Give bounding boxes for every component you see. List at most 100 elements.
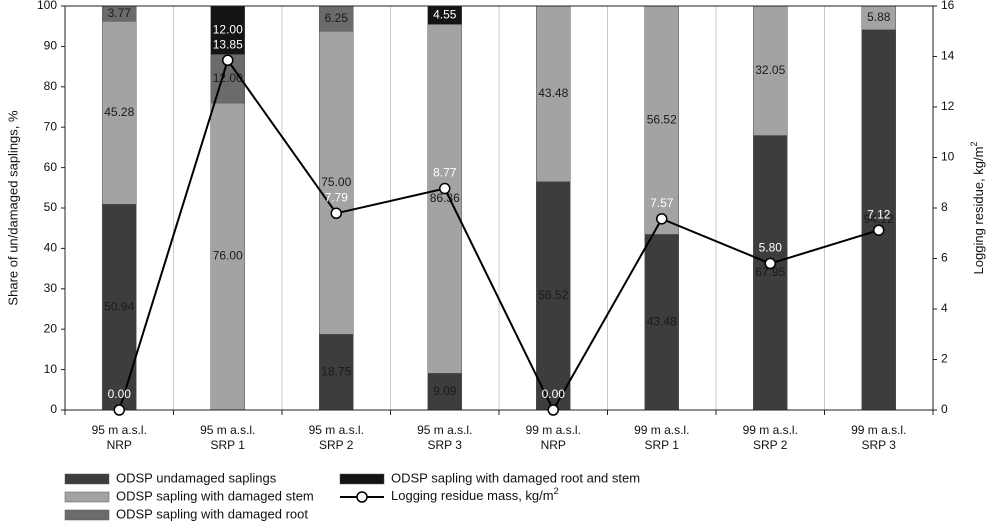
x-category-label-line2: SRP 2 (753, 438, 788, 452)
logging-residue-value-label: 0.00 (542, 387, 566, 401)
x-category-label-line1: 99 m a.s.l. (743, 423, 798, 437)
logging-residue-line (118, 58, 880, 413)
logging-residue-value-label: 13.85 (213, 37, 243, 51)
logging-residue-value-label: 5.80 (759, 241, 783, 255)
legend-label: ODSP sapling with damaged root (116, 506, 308, 521)
y-tick-label: 20 (44, 321, 58, 335)
bar-value-label: 67.95 (755, 265, 785, 279)
y-tick-label: 40 (44, 241, 58, 255)
legend-swatch (64, 491, 110, 503)
x-category-label-line1: 99 m a.s.l. (526, 423, 581, 437)
x-category-label-line1: 95 m a.s.l. (200, 423, 255, 437)
logging-residue-point (656, 213, 668, 225)
legend-label-line-sup: 2 (554, 486, 559, 496)
bar-segment (319, 334, 354, 411)
logging-residue-value-label: 8.77 (433, 166, 457, 180)
bar-value-label: 4.55 (433, 7, 457, 21)
y-tick-label: 70 (44, 119, 58, 133)
y2-tick-label: 12 (941, 99, 955, 113)
bar-segment (210, 5, 245, 55)
bar-segment (536, 5, 571, 182)
legend-label: ODSP undamaged saplings (116, 470, 277, 485)
bar-value-label: 45.28 (104, 105, 134, 119)
logging-residue-point (222, 54, 234, 67)
logging-residue-point (439, 182, 451, 195)
bar-value-label: 56.52 (647, 112, 677, 126)
legend-line-marker (356, 491, 368, 503)
bar-value-label: 6.25 (325, 11, 349, 25)
bar-segment (427, 24, 462, 374)
bar-segment (753, 135, 788, 411)
logging-residue-point (113, 404, 125, 416)
logging-residue-point (873, 224, 885, 236)
logging-residue-value-label: 7.57 (650, 196, 674, 210)
logging-residue-point (330, 207, 342, 220)
logging-residue-point (764, 257, 776, 270)
legend-swatch (64, 509, 110, 521)
x-category-label-line2: SRP 1 (211, 438, 246, 452)
y2-tick-label: 8 (941, 200, 948, 214)
y2-tick-label: 16 (941, 0, 955, 12)
bar-segment (644, 5, 679, 235)
bar-value-label: 76.00 (213, 249, 243, 263)
y-tick-label: 50 (44, 200, 58, 214)
bar-segment (427, 373, 462, 411)
y-tick-label: 60 (44, 160, 58, 174)
y-tick-label: 80 (44, 79, 58, 93)
bar-segment (644, 234, 679, 411)
logging-residue-value-label: 7.12 (867, 207, 891, 221)
y2-tick-label: 10 (941, 150, 955, 164)
y2-axis-title: Logging residue, kg/m2 (969, 142, 986, 275)
bar-value-label: 50.94 (104, 299, 134, 313)
y2-tick-label: 4 (941, 301, 948, 315)
x-category-label-line1: 95 m a.s.l. (309, 423, 364, 437)
x-category-label-line1: 99 m a.s.l. (851, 423, 906, 437)
x-category-label-line1: 99 m a.s.l. (634, 423, 689, 437)
x-category-label-line2: NRP (107, 438, 132, 452)
bar-value-label: 3.77 (108, 6, 132, 20)
x-category-label-line2: SRP 2 (319, 438, 354, 452)
legend-label: ODSP sapling with damaged stem (116, 488, 314, 503)
y-tick-label: 100 (37, 0, 57, 12)
bar-segment (753, 5, 788, 136)
bar-segment (319, 31, 354, 335)
y2-tick-label: 14 (941, 49, 955, 63)
bar-value-label: 12.00 (213, 71, 243, 85)
bar-value-label: 56.52 (538, 288, 568, 302)
x-category-label-line1: 95 m a.s.l. (417, 423, 472, 437)
legend-label: ODSP sapling with damaged root and stem (391, 470, 640, 485)
y2-tick-label: 0 (941, 402, 948, 416)
legend-swatch (339, 473, 385, 485)
legend-label-line-text: Logging residue mass, kg/m (391, 488, 554, 503)
bar-value-label: 75.00 (321, 175, 351, 189)
y2-axis-title-text: Logging residue, kg/m (971, 147, 986, 275)
y-axis-title: Share of un/damaged saplings, % (5, 110, 20, 306)
x-category-label-line2: SRP 3 (428, 438, 463, 452)
y2-axis-title-sup: 2 (969, 142, 979, 147)
x-category-label-line2: SRP 1 (645, 438, 680, 452)
bar-value-label: 12.00 (213, 22, 243, 36)
bar-value-label: 43.48 (647, 314, 677, 328)
y-tick-label: 10 (44, 362, 58, 376)
bar-segment (102, 21, 137, 205)
bar-value-label: 5.88 (867, 10, 891, 24)
logging-residue-value-label: 7.79 (325, 190, 349, 204)
bar-value-label: 32.05 (755, 63, 785, 77)
x-category-label-line2: SRP 3 (862, 438, 897, 452)
bar-segment (319, 5, 354, 32)
y2-tick-label: 2 (941, 352, 948, 366)
y2-tick-label: 6 (941, 251, 948, 265)
y-tick-label: 90 (44, 39, 58, 53)
logging-residue-value-label: 0.00 (108, 387, 132, 401)
x-category-label-line2: NRP (541, 438, 566, 452)
legend-label-line: Logging residue mass, kg/m2 (391, 486, 559, 503)
legend-swatch (64, 473, 110, 485)
logging-residue-point (547, 404, 559, 416)
bar-value-label: 9.09 (433, 384, 457, 398)
y-tick-label: 30 (44, 281, 58, 295)
bar-segment (536, 181, 571, 411)
bar-value-label: 94.12 (864, 212, 894, 226)
bar-value-label: 43.48 (538, 86, 568, 100)
